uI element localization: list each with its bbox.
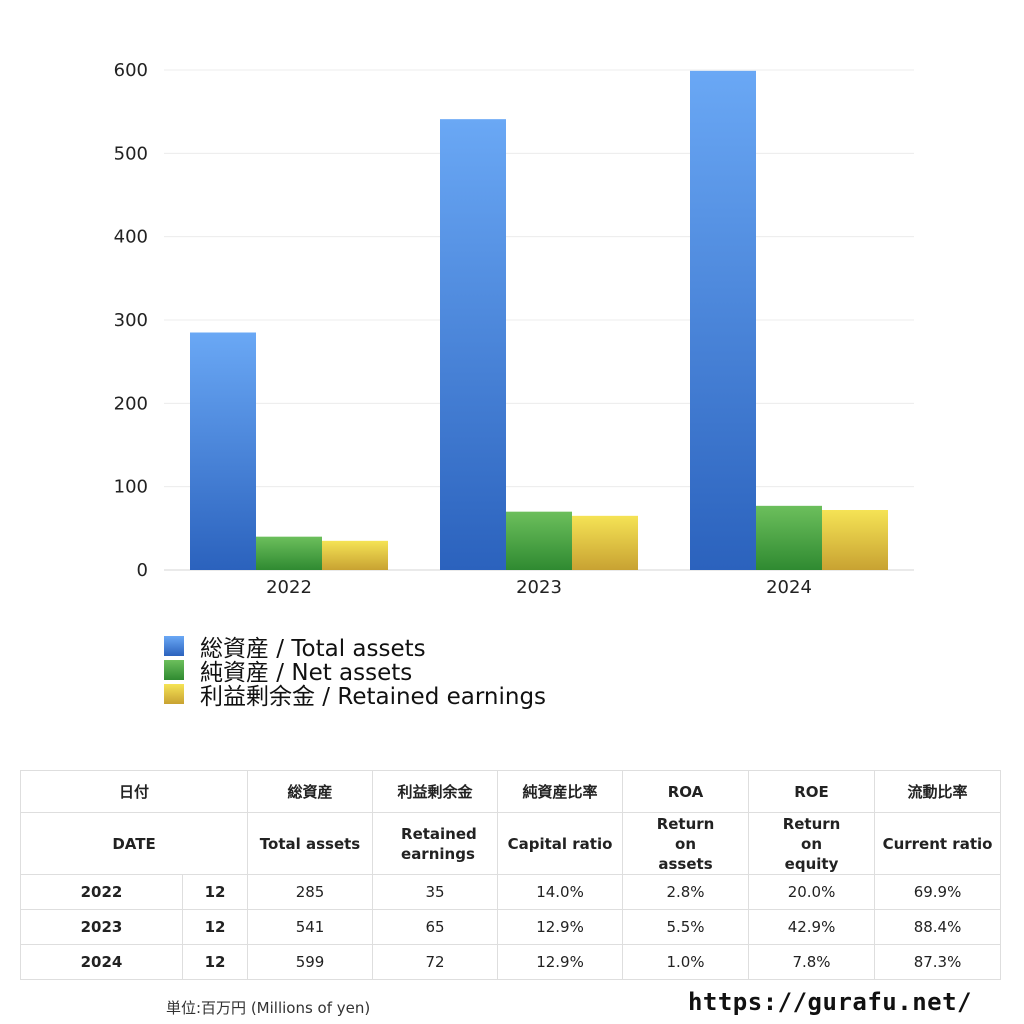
month-cell: 12 — [181, 874, 249, 910]
legend-label: 利益剰余金 / Retained earnings — [200, 684, 547, 710]
x-tick-label: 2022 — [266, 577, 312, 598]
header-row-en: DATE Total assets Retained earnings Capi… — [19, 812, 1002, 875]
legend-label: 純資産 / Net assets — [200, 660, 413, 686]
header-roe-en: Return on equity — [748, 812, 876, 875]
table-row: 2022 12 285 35 14.0% 2.8% 20.0% 69.9% — [20, 874, 1002, 910]
legend-swatch-retained-earnings — [164, 684, 184, 704]
header-roe-jp: ROE — [748, 770, 876, 813]
roa-cell: 2.8% — [622, 874, 750, 910]
y-axis-ticks: 0 100 200 300 400 500 600 — [114, 60, 148, 581]
table-row: 2024 12 599 72 12.9% 1.0% 7.8% 87.3% — [20, 944, 1002, 980]
header-current-ratio-en: Current ratio — [874, 812, 1002, 875]
header-current-ratio-jp: 流動比率 — [874, 770, 1002, 813]
bar-net-assets-2022 — [256, 536, 322, 570]
header-roa-en: Return on assets — [622, 812, 750, 875]
header-roa-jp: ROA — [622, 770, 750, 813]
roa-cell: 1.0% — [622, 944, 750, 980]
y-tick-label: 600 — [114, 60, 148, 81]
bar-chart: 0 100 200 300 400 500 600 2022 2023 2024 — [114, 60, 914, 598]
roa-cell: 5.5% — [622, 909, 750, 945]
bar-total-assets-2022 — [190, 332, 256, 570]
retained-cell: 72 — [372, 944, 499, 980]
y-tick-label: 500 — [114, 143, 148, 164]
current-ratio-cell: 88.4% — [874, 909, 1002, 945]
site-url: https://gurafu.net/ — [687, 988, 972, 1016]
capital-ratio-cell: 12.9% — [497, 944, 624, 980]
total-assets-cell: 285 — [247, 874, 374, 910]
header-retained-jp: 利益剰余金 — [372, 770, 499, 813]
month-cell: 12 — [181, 909, 249, 945]
legend-label: 総資産 / Total assets — [200, 636, 426, 662]
capital-ratio-cell: 12.9% — [497, 909, 624, 945]
y-tick-label: 400 — [114, 227, 148, 248]
bar-retained-earnings-2024 — [822, 510, 888, 570]
year-cell: 2023 — [20, 909, 183, 945]
header-capital-ratio-jp: 純資産比率 — [497, 770, 624, 813]
bar-retained-earnings-2022 — [322, 540, 388, 570]
x-tick-label: 2023 — [516, 577, 562, 598]
header-capital-ratio-en: Capital ratio — [497, 812, 624, 875]
legend-item-total-assets: 総資産 / Total assets — [164, 634, 546, 662]
bar-retained-earnings-2023 — [572, 515, 638, 570]
year-cell: 2022 — [20, 874, 183, 910]
y-tick-label: 0 — [137, 560, 148, 581]
capital-ratio-cell: 14.0% — [497, 874, 624, 910]
header-date-jp: 日付 — [19, 770, 249, 813]
total-assets-cell: 599 — [247, 944, 374, 980]
month-cell: 12 — [181, 944, 249, 980]
legend-item-retained-earnings: 利益剰余金 / Retained earnings — [164, 682, 546, 710]
legend: 総資産 / Total assets 純資産 / Net assets 利益剰余… — [164, 634, 546, 710]
y-tick-label: 300 — [114, 310, 148, 331]
current-ratio-cell: 69.9% — [874, 874, 1002, 910]
roe-cell: 20.0% — [748, 874, 876, 910]
current-ratio-cell: 87.3% — [874, 944, 1002, 980]
header-total-assets-jp: 総資産 — [247, 770, 374, 813]
header-row-jp: 日付 総資産 利益剰余金 純資産比率 ROA ROE 流動比率 — [19, 770, 1002, 813]
legend-swatch-total-assets — [164, 636, 184, 656]
gridlines — [164, 69, 914, 571]
bar-total-assets-2024 — [690, 70, 756, 570]
x-axis-ticks: 2022 2023 2024 — [266, 577, 812, 598]
bar-total-assets-2023 — [440, 119, 506, 571]
header-retained-en: Retained earnings — [372, 812, 499, 875]
y-tick-label: 200 — [114, 393, 148, 414]
legend-swatch-net-assets — [164, 660, 184, 680]
retained-cell: 35 — [372, 874, 499, 910]
year-cell: 2024 — [20, 944, 183, 980]
bars — [190, 70, 888, 571]
roe-cell: 7.8% — [748, 944, 876, 980]
legend-item-net-assets: 純資産 / Net assets — [164, 658, 546, 686]
y-tick-label: 100 — [114, 477, 148, 498]
total-assets-cell: 541 — [247, 909, 374, 945]
header-date-en: DATE — [19, 812, 249, 875]
financial-metrics-table: 日付 総資産 利益剰余金 純資産比率 ROA ROE 流動比率 DATE Tot… — [19, 770, 1002, 980]
table-row: 2023 12 541 65 12.9% 5.5% 42.9% 88.4% — [20, 909, 1002, 945]
roe-cell: 42.9% — [748, 909, 876, 945]
bar-net-assets-2023 — [506, 511, 572, 570]
bar-net-assets-2024 — [756, 505, 822, 570]
retained-cell: 65 — [372, 909, 499, 945]
header-total-assets-en: Total assets — [247, 812, 374, 875]
x-tick-label: 2024 — [766, 577, 812, 598]
unit-note: 単位:百万円 (Millions of yen) — [166, 999, 371, 1017]
